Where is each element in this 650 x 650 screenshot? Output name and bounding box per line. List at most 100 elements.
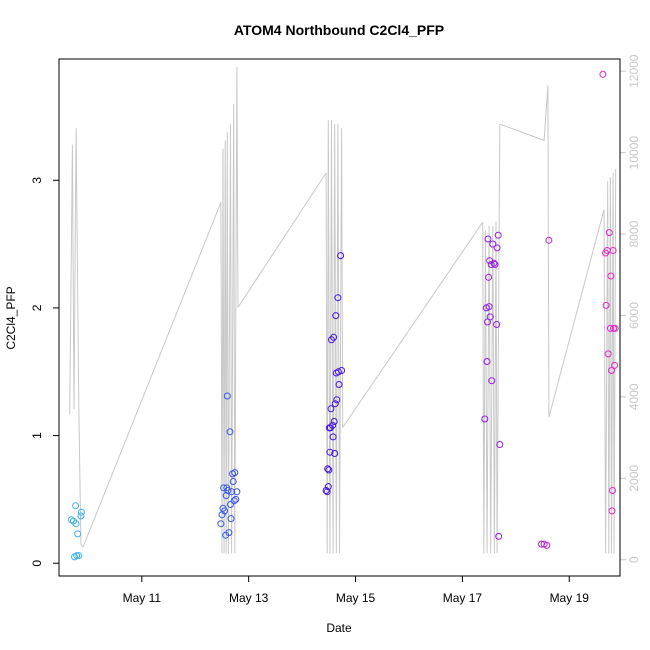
data-point (605, 229, 613, 237)
y-tick-label: 3 (30, 177, 44, 184)
data-point (325, 466, 333, 474)
secondary-line-segment (482, 124, 501, 554)
secondary-tick-label: 10000 (627, 136, 641, 170)
data-point (608, 367, 615, 374)
data-point (483, 358, 491, 365)
data-point (322, 487, 330, 494)
data-point (229, 478, 237, 485)
secondary-tick-label: 6000 (627, 302, 641, 329)
data-point (74, 530, 82, 538)
data-point (231, 469, 239, 477)
data-point (330, 418, 338, 425)
secondary-line-segment (82, 202, 222, 548)
data-point (227, 515, 235, 523)
secondary-line-segment (548, 209, 605, 418)
secondary-tick-label: 12000 (627, 54, 641, 88)
secondary-line-segment (499, 85, 550, 418)
x-axis-label: Date (326, 621, 352, 635)
data-point (604, 350, 612, 358)
data-point (484, 235, 492, 243)
data-point (490, 259, 498, 267)
data-point (334, 368, 342, 376)
data-point (225, 529, 233, 537)
data-point (233, 488, 241, 496)
data-point (73, 552, 81, 560)
data-point (602, 301, 610, 309)
data-point (72, 502, 80, 510)
data-point (329, 433, 337, 441)
data-point (489, 240, 497, 248)
data-point (330, 333, 338, 341)
data-point (332, 312, 340, 320)
data-point (494, 231, 502, 239)
data-point (221, 507, 229, 515)
data-point (493, 321, 501, 328)
data-point (334, 294, 342, 302)
x-tick-label: May 13 (229, 591, 269, 605)
data-point (337, 252, 345, 260)
data-point (77, 512, 85, 520)
x-tick-label: May 19 (550, 591, 590, 605)
data-point (335, 381, 343, 388)
y-axis-label: C2Cl4_PFP (4, 286, 18, 349)
data-point (611, 324, 619, 332)
chart-title: ATOM4 Northbound C2Cl4_PFP (234, 22, 444, 38)
data-point (228, 488, 236, 496)
data-point (331, 450, 339, 457)
data-point (491, 261, 499, 268)
data-point (609, 487, 616, 494)
data-point (485, 273, 493, 281)
data-point (493, 244, 501, 252)
data-point (224, 487, 232, 494)
data-point (606, 324, 614, 332)
secondary-line-layer (69, 67, 617, 554)
data-point (223, 392, 231, 400)
y-tick-label: 1 (30, 432, 44, 439)
data-point (485, 303, 493, 311)
data-point (323, 488, 331, 496)
data-point (495, 532, 503, 540)
secondary-tick-label: 4000 (627, 383, 641, 410)
data-point (599, 70, 607, 78)
data-point (486, 313, 494, 321)
point-layer (67, 70, 619, 561)
x-tick-label: May 11 (123, 591, 162, 605)
data-point (232, 495, 240, 503)
data-point (217, 520, 225, 528)
data-point (488, 377, 496, 385)
data-point (611, 361, 619, 369)
y-tick-label: 0 (30, 560, 44, 567)
secondary-tick-label: 0 (627, 556, 641, 563)
data-point (230, 497, 238, 505)
data-point (326, 448, 334, 456)
secondary-line-segment (237, 172, 327, 308)
data-point (329, 421, 337, 429)
x-tick-label: May 17 (443, 591, 483, 605)
data-point (543, 541, 551, 549)
secondary-line-segment (69, 128, 84, 548)
data-point (545, 236, 553, 244)
data-point (324, 465, 332, 473)
data-point (338, 367, 346, 374)
data-point (77, 508, 85, 516)
data-point (75, 552, 83, 560)
secondary-tick-label: 8000 (627, 220, 641, 247)
data-point (609, 247, 617, 254)
data-point (481, 415, 489, 423)
y-tick-label: 2 (30, 304, 44, 311)
x-tick-label: May 15 (336, 591, 376, 605)
data-point (226, 428, 234, 436)
data-point (496, 441, 504, 448)
secondary-tick-label: 2000 (627, 465, 641, 492)
data-point (331, 400, 339, 408)
data-point (607, 272, 615, 280)
data-point (324, 483, 332, 491)
data-point (333, 396, 341, 404)
secondary-line-segment (342, 221, 484, 428)
data-point (327, 405, 335, 413)
data-point (608, 507, 616, 515)
secondary-line-segment (603, 168, 617, 554)
data-point (72, 520, 80, 528)
data-point (227, 501, 234, 508)
